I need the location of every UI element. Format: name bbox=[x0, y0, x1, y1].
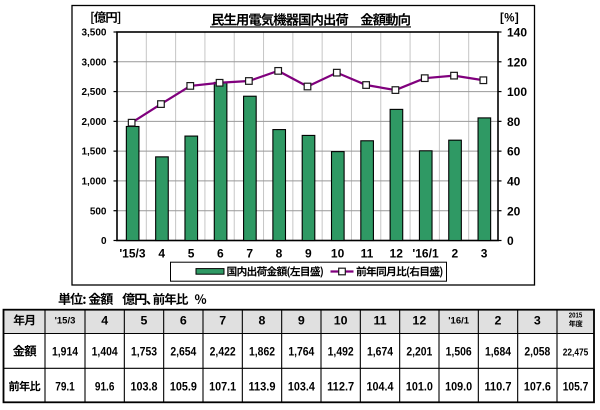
svg-text:113.9: 113.9 bbox=[249, 380, 276, 394]
svg-text:8: 8 bbox=[276, 246, 283, 260]
svg-text:0: 0 bbox=[101, 236, 107, 247]
svg-text:1,506: 1,506 bbox=[446, 344, 472, 358]
svg-text:10: 10 bbox=[334, 313, 348, 327]
svg-text:3: 3 bbox=[534, 313, 541, 327]
svg-text:'16/1: '16/1 bbox=[448, 315, 469, 326]
svg-text:140: 140 bbox=[507, 26, 527, 40]
svg-text:1,764: 1,764 bbox=[288, 344, 314, 358]
svg-text:20: 20 bbox=[507, 204, 521, 218]
svg-text:9: 9 bbox=[305, 246, 312, 260]
svg-text:100: 100 bbox=[507, 85, 527, 99]
svg-text:110.7: 110.7 bbox=[485, 380, 512, 394]
svg-text:2,422: 2,422 bbox=[210, 344, 236, 358]
svg-text:500: 500 bbox=[90, 206, 107, 217]
svg-text:79.1: 79.1 bbox=[55, 380, 75, 394]
svg-text:2: 2 bbox=[495, 313, 502, 327]
svg-text:11: 11 bbox=[373, 313, 386, 327]
svg-text:60: 60 bbox=[507, 145, 521, 159]
svg-text:107.6: 107.6 bbox=[524, 380, 551, 394]
svg-text:5: 5 bbox=[188, 246, 195, 260]
svg-text:5: 5 bbox=[141, 313, 148, 327]
svg-text:0: 0 bbox=[507, 234, 514, 248]
svg-text:105.9: 105.9 bbox=[170, 380, 197, 394]
svg-text:7: 7 bbox=[219, 313, 226, 327]
svg-text:10: 10 bbox=[331, 246, 345, 260]
svg-text:[%]: [%] bbox=[500, 12, 519, 24]
svg-text:101.0: 101.0 bbox=[406, 380, 433, 394]
svg-text:2,058: 2,058 bbox=[524, 344, 550, 358]
svg-text:1,674: 1,674 bbox=[367, 344, 393, 358]
svg-text:109.0: 109.0 bbox=[445, 380, 472, 394]
svg-text:1,500: 1,500 bbox=[81, 147, 106, 158]
svg-text:1,914: 1,914 bbox=[52, 344, 78, 358]
svg-text:2,201: 2,201 bbox=[406, 344, 432, 358]
svg-text:6: 6 bbox=[217, 246, 224, 260]
svg-text:4: 4 bbox=[101, 313, 108, 327]
svg-text:3,500: 3,500 bbox=[81, 28, 106, 39]
svg-text:103.8: 103.8 bbox=[131, 380, 158, 394]
svg-text:2,654: 2,654 bbox=[170, 344, 196, 358]
svg-text:104.4: 104.4 bbox=[367, 380, 394, 394]
svg-text:120: 120 bbox=[507, 55, 527, 69]
svg-text:2,000: 2,000 bbox=[81, 117, 106, 128]
svg-text:3: 3 bbox=[481, 246, 488, 260]
svg-text:1,753: 1,753 bbox=[131, 344, 157, 358]
svg-text:'15/3: '15/3 bbox=[55, 315, 76, 326]
svg-text:22,475: 22,475 bbox=[563, 347, 589, 359]
svg-text:3,000: 3,000 bbox=[81, 57, 106, 68]
svg-text:1,862: 1,862 bbox=[249, 344, 275, 358]
svg-text:4: 4 bbox=[158, 246, 165, 260]
svg-text:2,500: 2,500 bbox=[81, 87, 106, 98]
svg-text:2015: 2015 bbox=[569, 311, 583, 320]
svg-text:6: 6 bbox=[180, 313, 187, 327]
svg-text:'16/1: '16/1 bbox=[412, 246, 439, 260]
svg-text:8: 8 bbox=[259, 313, 266, 327]
svg-text:12: 12 bbox=[412, 313, 426, 327]
svg-text:1,492: 1,492 bbox=[328, 344, 354, 358]
svg-text:40: 40 bbox=[507, 175, 521, 189]
svg-text:2: 2 bbox=[451, 246, 458, 260]
svg-text:7: 7 bbox=[246, 246, 253, 260]
svg-text:9: 9 bbox=[298, 313, 305, 327]
svg-text:112.7: 112.7 bbox=[327, 380, 354, 394]
svg-text:1,404: 1,404 bbox=[92, 344, 118, 358]
svg-text:11: 11 bbox=[361, 246, 374, 260]
svg-text:'15/3: '15/3 bbox=[119, 246, 146, 260]
svg-text:91.6: 91.6 bbox=[95, 380, 115, 394]
svg-text:80: 80 bbox=[507, 115, 521, 129]
svg-text:105.7: 105.7 bbox=[563, 379, 589, 393]
svg-text:12: 12 bbox=[390, 246, 404, 260]
svg-text:1,684: 1,684 bbox=[485, 344, 511, 358]
svg-text:107.1: 107.1 bbox=[209, 380, 236, 394]
svg-text:103.4: 103.4 bbox=[288, 380, 315, 394]
svg-text:1,000: 1,000 bbox=[81, 177, 106, 188]
